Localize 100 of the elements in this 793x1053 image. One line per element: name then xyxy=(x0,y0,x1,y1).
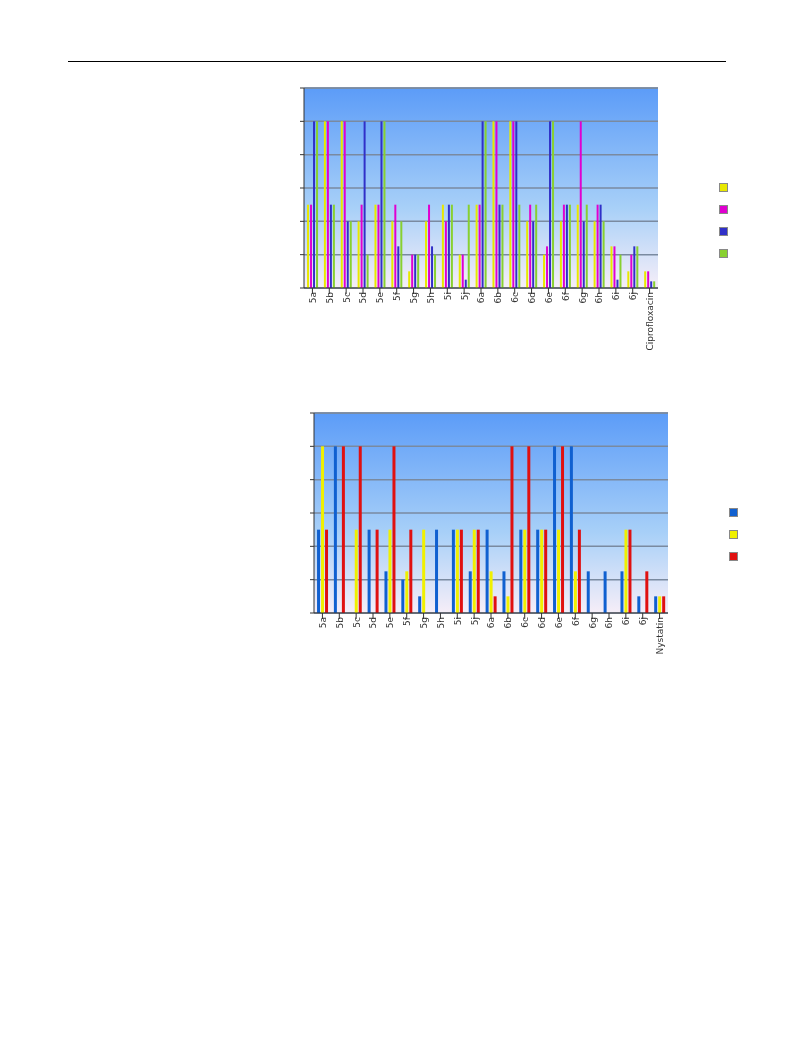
bar xyxy=(408,271,411,288)
bar xyxy=(585,204,588,288)
bar xyxy=(392,446,396,613)
bar xyxy=(536,529,540,613)
bar xyxy=(468,571,472,613)
x-tick-label: 5i xyxy=(452,617,463,626)
bar xyxy=(593,221,596,288)
bar xyxy=(397,246,400,288)
bar xyxy=(375,529,379,613)
bar xyxy=(401,579,405,613)
bar xyxy=(637,596,641,613)
bar xyxy=(394,204,397,288)
bar xyxy=(357,221,360,288)
x-tick-label: 6c xyxy=(520,616,531,628)
x-tick-label: 6j xyxy=(638,617,649,626)
bar xyxy=(489,571,493,613)
bar xyxy=(603,571,607,613)
bar xyxy=(422,529,426,613)
bar xyxy=(532,221,535,288)
bar xyxy=(579,121,582,288)
bar xyxy=(363,121,366,288)
x-tick-label: 5f xyxy=(402,616,413,626)
bar xyxy=(333,446,337,613)
x-tick-label: 5f xyxy=(392,291,403,301)
bar xyxy=(321,446,325,613)
bar xyxy=(602,221,605,288)
bar xyxy=(441,204,444,288)
bar xyxy=(451,529,455,613)
bar xyxy=(628,529,632,613)
x-tick-label: 5d xyxy=(358,292,369,304)
bar xyxy=(502,571,506,613)
bar xyxy=(459,529,463,613)
bar xyxy=(428,204,431,288)
bar xyxy=(630,254,633,288)
bar xyxy=(354,529,358,613)
x-tick-label: 5j xyxy=(459,292,470,301)
bar xyxy=(527,446,531,613)
bar xyxy=(518,204,521,288)
bar xyxy=(366,254,369,288)
bar xyxy=(662,596,666,613)
bar xyxy=(405,571,409,613)
bar xyxy=(476,529,480,613)
x-tick-label: 5h xyxy=(425,292,436,304)
bar xyxy=(455,529,459,613)
bar xyxy=(540,529,544,613)
bar xyxy=(544,529,548,613)
bar xyxy=(627,271,630,288)
bar xyxy=(485,529,489,613)
bar xyxy=(317,529,321,613)
x-tick-label: 6d xyxy=(526,292,537,304)
bar xyxy=(561,446,565,613)
x-tick-label: 5b xyxy=(324,291,335,304)
x-tick-label: 6c xyxy=(510,291,521,303)
x-tick-label: 6j xyxy=(628,292,639,301)
bar xyxy=(472,529,476,613)
x-tick-label: 6h xyxy=(604,617,615,629)
bar xyxy=(557,529,561,613)
bar xyxy=(576,204,579,288)
bar xyxy=(654,596,658,613)
x-tick-label: 5b xyxy=(334,616,345,629)
x-tick-label: 6i xyxy=(621,617,632,626)
x-tick-label: 5i xyxy=(442,292,453,301)
bar xyxy=(409,529,413,613)
bar xyxy=(360,204,363,288)
bar xyxy=(384,571,388,613)
x-tick-label: 6a xyxy=(476,292,487,304)
x-tick-label: 5e xyxy=(385,616,396,629)
bar xyxy=(388,529,392,613)
x-tick-label: 5g xyxy=(418,617,429,629)
x-tick-label: 6d xyxy=(536,617,547,629)
bar xyxy=(444,221,447,288)
bar xyxy=(400,221,403,288)
bar xyxy=(586,571,590,613)
x-tick-label: 6i xyxy=(611,292,622,301)
x-tick-label: 5a xyxy=(317,617,328,629)
x-tick-label: 6g xyxy=(577,292,588,304)
bar xyxy=(624,529,628,613)
bar xyxy=(582,221,585,288)
bar xyxy=(535,204,538,288)
bar xyxy=(341,446,345,613)
bar xyxy=(620,571,624,613)
bar xyxy=(553,446,557,613)
bar xyxy=(559,221,562,288)
bar xyxy=(577,529,581,613)
x-tick-label: 5c xyxy=(351,616,362,628)
x-tick-label: 6h xyxy=(594,292,605,304)
bar xyxy=(526,221,529,288)
bar xyxy=(519,529,523,613)
bar xyxy=(510,446,514,613)
x-tick-label: 6e xyxy=(553,616,564,629)
bar xyxy=(435,529,439,613)
bar xyxy=(391,221,394,288)
x-tick-label: 5c xyxy=(341,291,352,303)
x-tick-label: Nystatin xyxy=(654,617,665,655)
bar xyxy=(645,571,649,613)
x-tick-label: 6f xyxy=(570,616,581,626)
x-tick-label: 6g xyxy=(587,617,598,629)
bar xyxy=(619,254,622,288)
x-tick-label: 6b xyxy=(503,616,514,629)
bar xyxy=(569,446,573,613)
